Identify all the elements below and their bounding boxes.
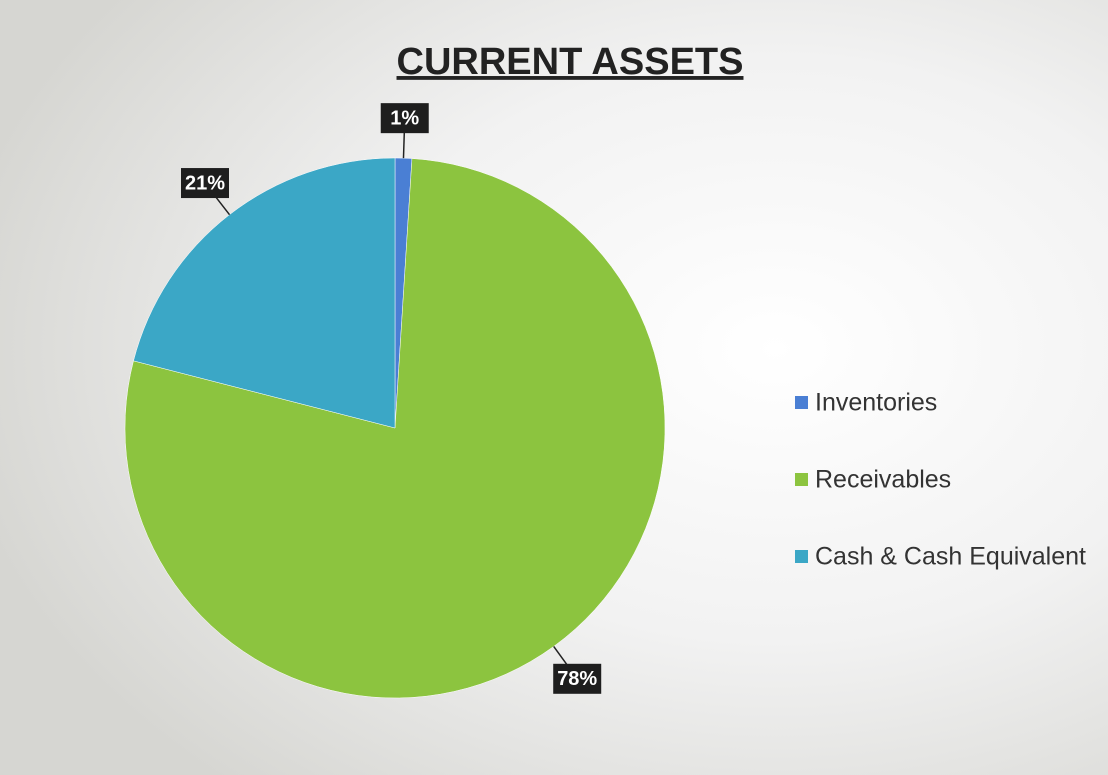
data-label-box — [180, 168, 229, 199]
pie-slice — [124, 158, 666, 699]
data-label-box — [380, 103, 429, 134]
legend-label: Cash & Cash Equivalent — [815, 543, 1086, 571]
chart-title: CURRENT ASSETS — [397, 41, 744, 83]
data-label: 1% — [390, 107, 419, 129]
legend-swatch — [795, 550, 808, 563]
legend-label: Receivables — [815, 466, 951, 494]
data-label: 21% — [185, 172, 225, 194]
data-label: 78% — [557, 668, 597, 690]
legend-swatch — [795, 473, 808, 486]
pie-slice — [133, 157, 396, 429]
data-label-box — [553, 663, 602, 694]
legend-swatch — [795, 396, 808, 409]
legend-label: Inventories — [815, 389, 937, 417]
